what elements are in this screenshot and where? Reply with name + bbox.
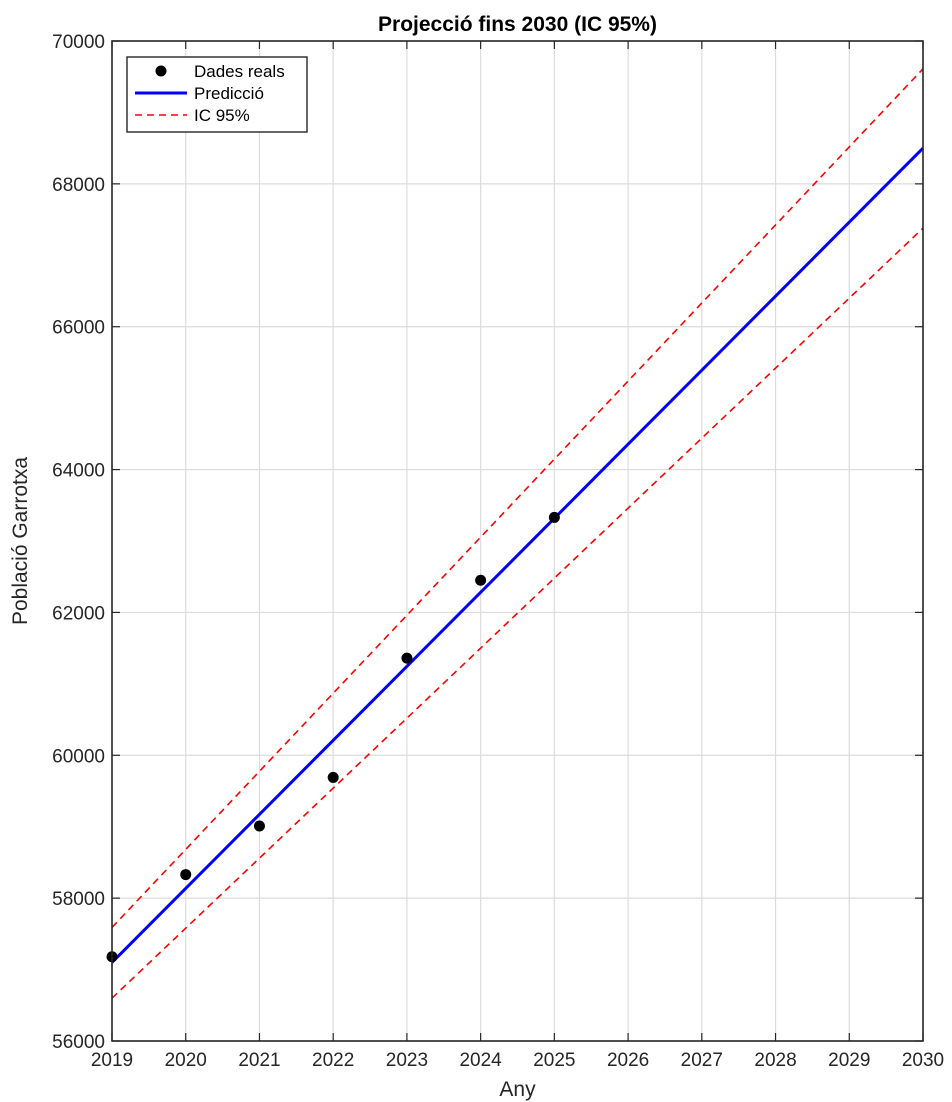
x-tick-label: 2022 [312,1050,354,1071]
y-tick-label: 68000 [52,175,105,196]
y-tick-label: 60000 [52,746,105,767]
x-tick-label: 2029 [828,1050,870,1071]
legend-label: IC 95% [194,106,250,125]
y-tick-label: 58000 [52,889,105,910]
x-tick-label: 2023 [386,1050,428,1071]
x-tick-label: 2019 [91,1050,133,1071]
y-axis-label: Població Garrotxa [9,457,32,625]
plot-frame [111,40,924,1042]
legend-label: Predicció [194,84,264,103]
ticks: 2019 2020 2021 2022 2023 2024 2025 2026 2027 2028… [52,32,944,1071]
data-point [180,869,192,881]
data-point [253,820,265,832]
y-tick-label: 64000 [52,461,105,482]
plot-series [106,68,925,999]
legend-label: Dades reals [194,62,285,81]
data-point [327,771,339,783]
x-tick-label: 2024 [459,1050,502,1071]
x-tick-label: 2020 [165,1050,207,1071]
confidence-interval-line [111,227,924,999]
grid [111,40,924,1042]
x-tick-label: 2028 [754,1050,796,1071]
x-tick-label: 2030 [902,1050,944,1071]
y-tick-label: 62000 [52,603,105,624]
x-tick-label: 2021 [238,1050,280,1071]
legend-marker [155,65,167,77]
chart-title: Projecció fins 2030 (IC 95%) [378,13,657,36]
legend: Dades reals Predicció IC 95% [126,56,308,133]
y-tick-label: 66000 [52,318,105,339]
confidence-interval-line [111,68,924,928]
x-tick-label: 2026 [607,1050,649,1071]
y-tick-label: 56000 [52,1032,105,1053]
data-point [475,574,487,586]
prediction-line [110,147,925,964]
data-point [548,511,560,523]
x-tick-label: 2025 [533,1050,575,1071]
data-point [401,652,413,664]
x-axis-label: Any [499,1078,536,1101]
y-tick-label: 70000 [52,32,105,53]
x-tick-label: 2027 [681,1050,723,1071]
